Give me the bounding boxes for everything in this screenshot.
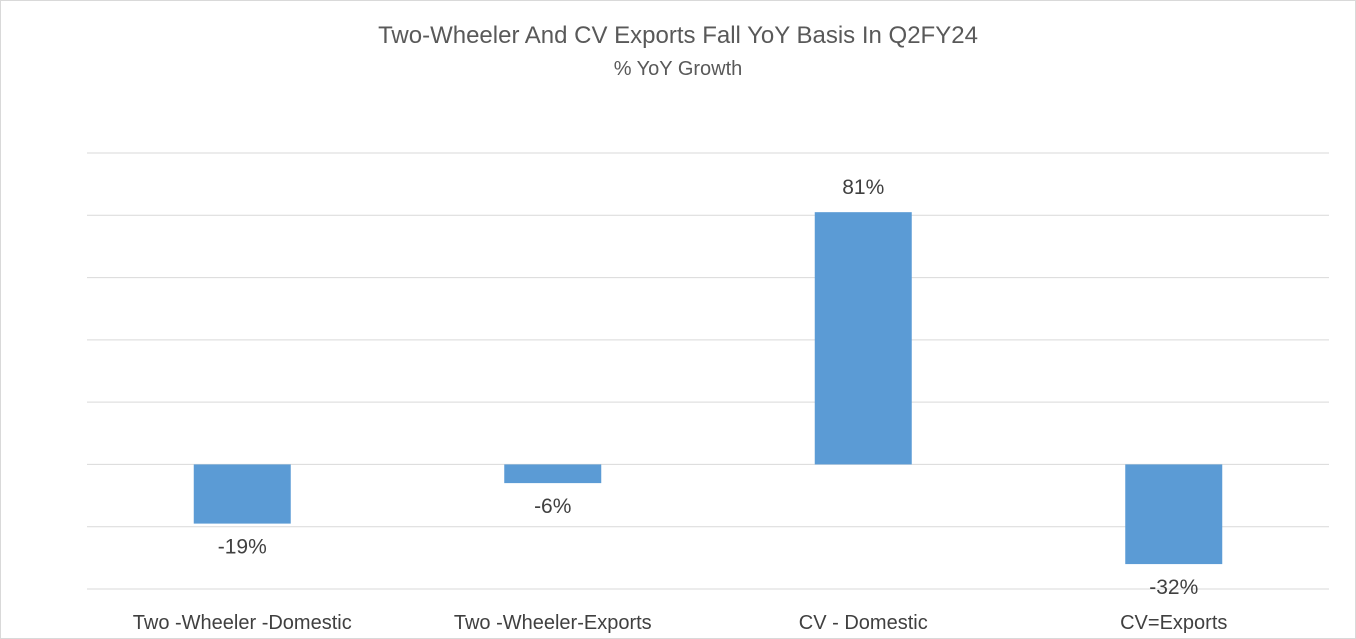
data-label-0: -19% [218,536,267,559]
bar-0 [193,464,291,524]
category-label-3: CV=Exports [1120,612,1227,634]
category-label-2: CV - Domestic [799,612,928,634]
bar-3 [1125,464,1223,565]
bar-1 [504,464,602,484]
category-label-0: Two -Wheeler -Domestic [133,612,352,634]
chart-subtitle: % YoY Growth [613,58,743,80]
bar-2 [814,212,912,465]
data-label-2: 81% [842,176,884,199]
data-label-3: -32% [1149,576,1198,599]
data-label-1: -6% [534,495,571,518]
chart-title: Two-Wheeler And CV Exports Fall YoY Basi… [378,22,978,49]
category-label-1: Two -Wheeler-Exports [454,612,652,634]
